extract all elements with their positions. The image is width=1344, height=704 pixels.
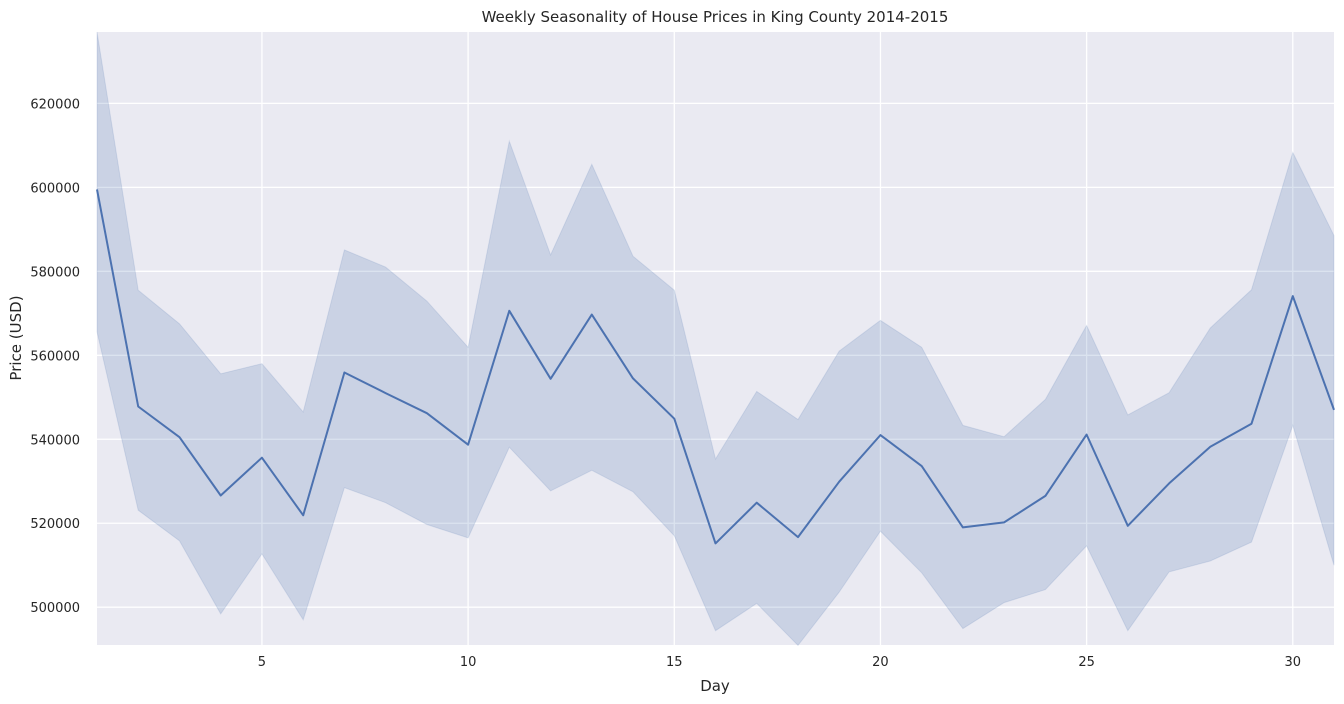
data-point <box>1291 294 1295 298</box>
data-point <box>1167 481 1171 485</box>
data-point <box>549 377 553 381</box>
data-point <box>631 376 635 380</box>
data-point <box>1002 520 1006 524</box>
y-tick-label: 540000 <box>30 433 80 448</box>
x-tick-label: 20 <box>872 655 889 670</box>
x-tick-label: 5 <box>258 655 266 670</box>
x-axis-label: Day <box>700 677 730 695</box>
data-point <box>1043 494 1047 498</box>
data-point <box>177 435 181 439</box>
data-point <box>1208 445 1212 449</box>
data-point <box>961 525 965 529</box>
data-point <box>219 494 223 498</box>
data-point <box>590 313 594 317</box>
data-point <box>755 501 759 505</box>
y-tick-label: 600000 <box>30 181 80 196</box>
chart-title: Weekly Seasonality of House Prices in Ki… <box>482 8 949 26</box>
data-point <box>714 541 718 545</box>
y-tick-label: 620000 <box>30 97 80 112</box>
data-point <box>260 456 264 460</box>
x-tick-labels: 5 10 15 20 25 30 <box>258 655 1301 670</box>
series-line <box>96 189 1335 545</box>
y-tick-labels: 500000 520000 540000 560000 580000 600000 6200… <box>30 97 80 616</box>
y-tick-label: 520000 <box>30 517 80 532</box>
data-point <box>920 464 924 468</box>
data-point <box>1085 433 1089 437</box>
y-tick-label: 500000 <box>30 601 80 616</box>
data-point <box>1250 422 1254 426</box>
data-point <box>466 443 470 447</box>
data-point <box>672 417 676 421</box>
data-point <box>95 187 99 191</box>
y-tick-label: 560000 <box>30 349 80 364</box>
data-point <box>1332 408 1336 412</box>
data-point <box>136 405 140 409</box>
x-tick-label: 10 <box>460 655 477 670</box>
grid-lines <box>97 32 1334 645</box>
data-point <box>507 309 511 313</box>
x-tick-label: 15 <box>666 655 683 670</box>
confidence-band <box>96 31 1335 647</box>
y-axis-label: Price (USD) <box>7 295 25 380</box>
x-tick-label: 30 <box>1284 655 1301 670</box>
data-point <box>425 411 429 415</box>
data-point <box>837 480 841 484</box>
y-tick-label: 580000 <box>30 265 80 280</box>
data-point <box>1126 524 1130 528</box>
data-point <box>301 513 305 517</box>
data-point <box>342 371 346 375</box>
data-point <box>796 535 800 539</box>
data-point <box>878 433 882 437</box>
data-point <box>384 391 388 395</box>
x-tick-label: 25 <box>1078 655 1095 670</box>
